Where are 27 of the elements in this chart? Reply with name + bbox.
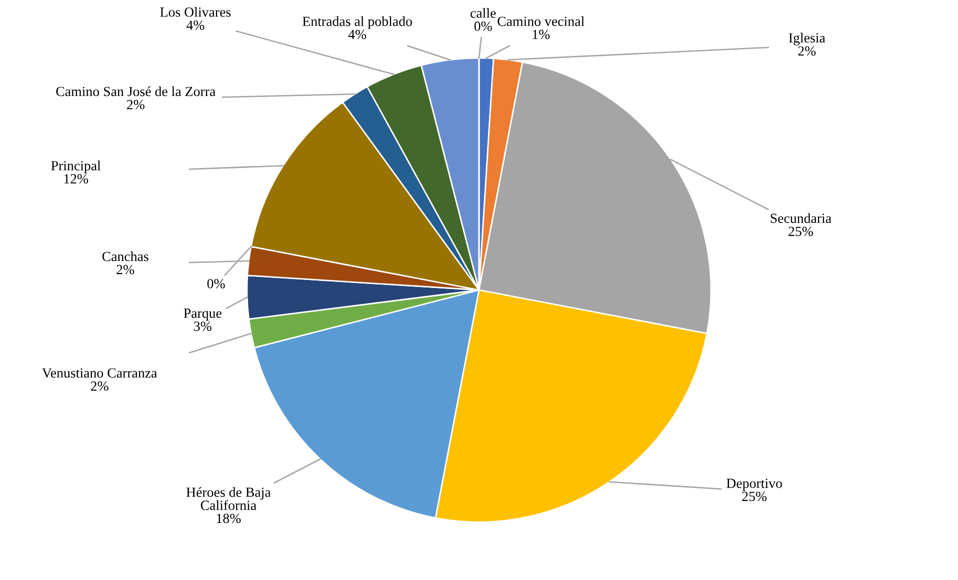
data-label: 2% [90, 381, 108, 391]
data-label: 3% [194, 322, 212, 331]
data-label: 1% [532, 30, 550, 40]
slice-label: Venustiano Carranza [42, 368, 158, 378]
slice-label: Iglesia [788, 32, 826, 46]
data-label: 2% [798, 46, 816, 56]
category-label: calle [470, 8, 496, 18]
slice-label: Canchas [102, 251, 148, 262]
slice-label: Entradas al poblado [302, 16, 412, 29]
text: 0% [207, 278, 225, 288]
data-label: 25% [742, 492, 767, 502]
data-label: 2% [116, 264, 134, 274]
slice-label: Camino San José de la Zorra [56, 86, 216, 96]
data-label: 4% [186, 20, 204, 30]
data-label: 25% [788, 226, 813, 236]
slice-label: Principal [51, 160, 101, 174]
slice-label: Camino vecinal [498, 16, 584, 26]
slice-label: Héroes de Baja California [186, 487, 271, 510]
slice-label: Secundaria [770, 213, 832, 224]
slice-label: Parque [184, 308, 222, 321]
data-label: 12% [64, 174, 88, 184]
slice-label: Los Olivares [160, 7, 231, 17]
data-label: 2% [126, 100, 144, 110]
data-label: 18% [216, 514, 241, 524]
data-label: 4% [348, 30, 366, 40]
text: 0% [474, 22, 492, 31]
slice-label: Deportivo [726, 478, 782, 491]
